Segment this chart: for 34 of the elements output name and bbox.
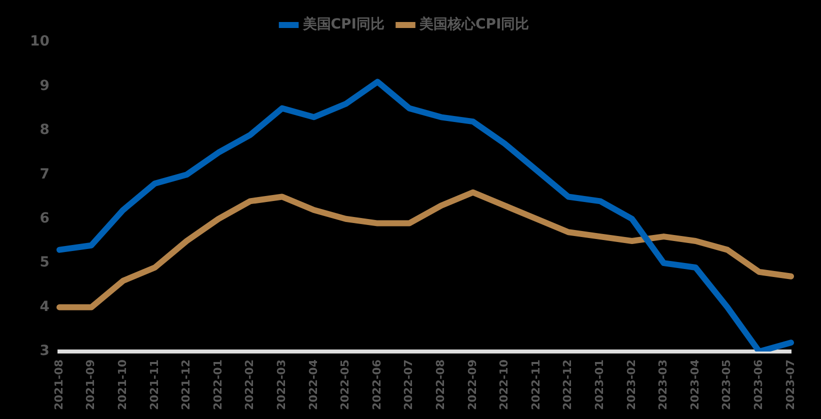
y-tick-label: 8 <box>40 122 50 138</box>
x-tick-label: 2023-07 <box>784 360 797 410</box>
x-tick-label: 2023-03 <box>656 360 670 410</box>
y-tick-label: 5 <box>40 254 50 271</box>
x-tick-label: 2023-06 <box>752 359 766 410</box>
x-tick-label: 2022-04 <box>306 359 320 410</box>
y-tick-label: 9 <box>40 78 50 94</box>
x-tick-label: 2022-07 <box>402 360 416 410</box>
x-tick-label: 2022-11 <box>529 360 542 410</box>
y-tick-label: 3 <box>40 343 50 360</box>
x-tick-label: 2021-11 <box>148 360 161 410</box>
x-tick-label: 2021-08 <box>52 360 66 410</box>
x-tick-label: 2021-12 <box>180 360 193 410</box>
y-tick-label: 6 <box>40 210 50 227</box>
legend-label: 美国核心CPI同比 <box>418 16 530 33</box>
x-tick-label: 2023-02 <box>624 360 638 410</box>
x-tick-label: 2021-10 <box>116 359 129 410</box>
x-tick-label: 2022-03 <box>274 360 288 410</box>
x-tick-label: 2023-05 <box>720 360 734 410</box>
legend-label: 美国CPI同比 <box>302 16 385 33</box>
x-tick-label: 2022-05 <box>338 360 352 410</box>
x-tick-label: 2022-06 <box>370 359 384 410</box>
x-tick-label: 2022-10 <box>498 359 511 410</box>
x-tick-label: 2022-08 <box>434 360 448 410</box>
x-tick-label: 2023-01 <box>593 360 606 410</box>
x-tick-label: 2022-12 <box>561 360 574 410</box>
y-tick-label: 7 <box>40 166 50 182</box>
x-tick-label: 2021-09 <box>84 360 98 410</box>
y-tick-label: 4 <box>40 298 50 315</box>
x-tick-label: 2022-02 <box>243 360 256 410</box>
x-tick-label: 2022-01 <box>211 360 224 410</box>
x-tick-label: 2022-09 <box>466 360 479 410</box>
y-tick-label: 10 <box>30 34 50 50</box>
x-tick-label: 2023-04 <box>688 359 702 410</box>
